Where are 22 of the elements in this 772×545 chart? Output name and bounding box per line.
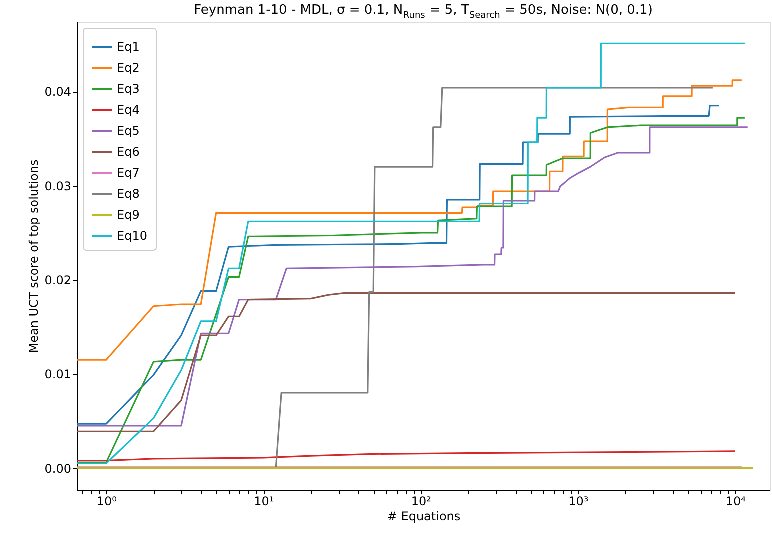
x-tick-label: 10⁴ (726, 494, 746, 508)
legend-label: Eq8 (117, 187, 140, 201)
x-tick-label: 10² (411, 494, 432, 508)
legend-label: Eq3 (117, 82, 140, 96)
legend-label: Eq6 (117, 145, 140, 159)
legend-label: Eq4 (117, 103, 140, 117)
y-tick-label: 0.02 (44, 274, 72, 288)
x-axis-title: # Equations (387, 510, 461, 524)
y-tick-label: 0.03 (44, 179, 72, 194)
x-tick-label: 10³ (568, 494, 589, 508)
y-tick-label: 0.00 (44, 462, 72, 476)
x-tick-label: 10¹ (254, 494, 274, 508)
y-axis-title: Mean UCT score of top solutions (26, 160, 41, 354)
x-tick-label: 10⁰ (96, 494, 118, 508)
legend-label: Eq9 (117, 208, 140, 222)
y-tick-label: 0.01 (44, 368, 72, 382)
legend-label: Eq7 (117, 166, 140, 180)
legend-label: Eq2 (117, 61, 140, 75)
legend-label: Eq5 (117, 124, 140, 138)
y-tick-label: 0.04 (44, 85, 72, 100)
legend-label: Eq10 (117, 229, 148, 243)
legend-label: Eq1 (117, 40, 140, 54)
